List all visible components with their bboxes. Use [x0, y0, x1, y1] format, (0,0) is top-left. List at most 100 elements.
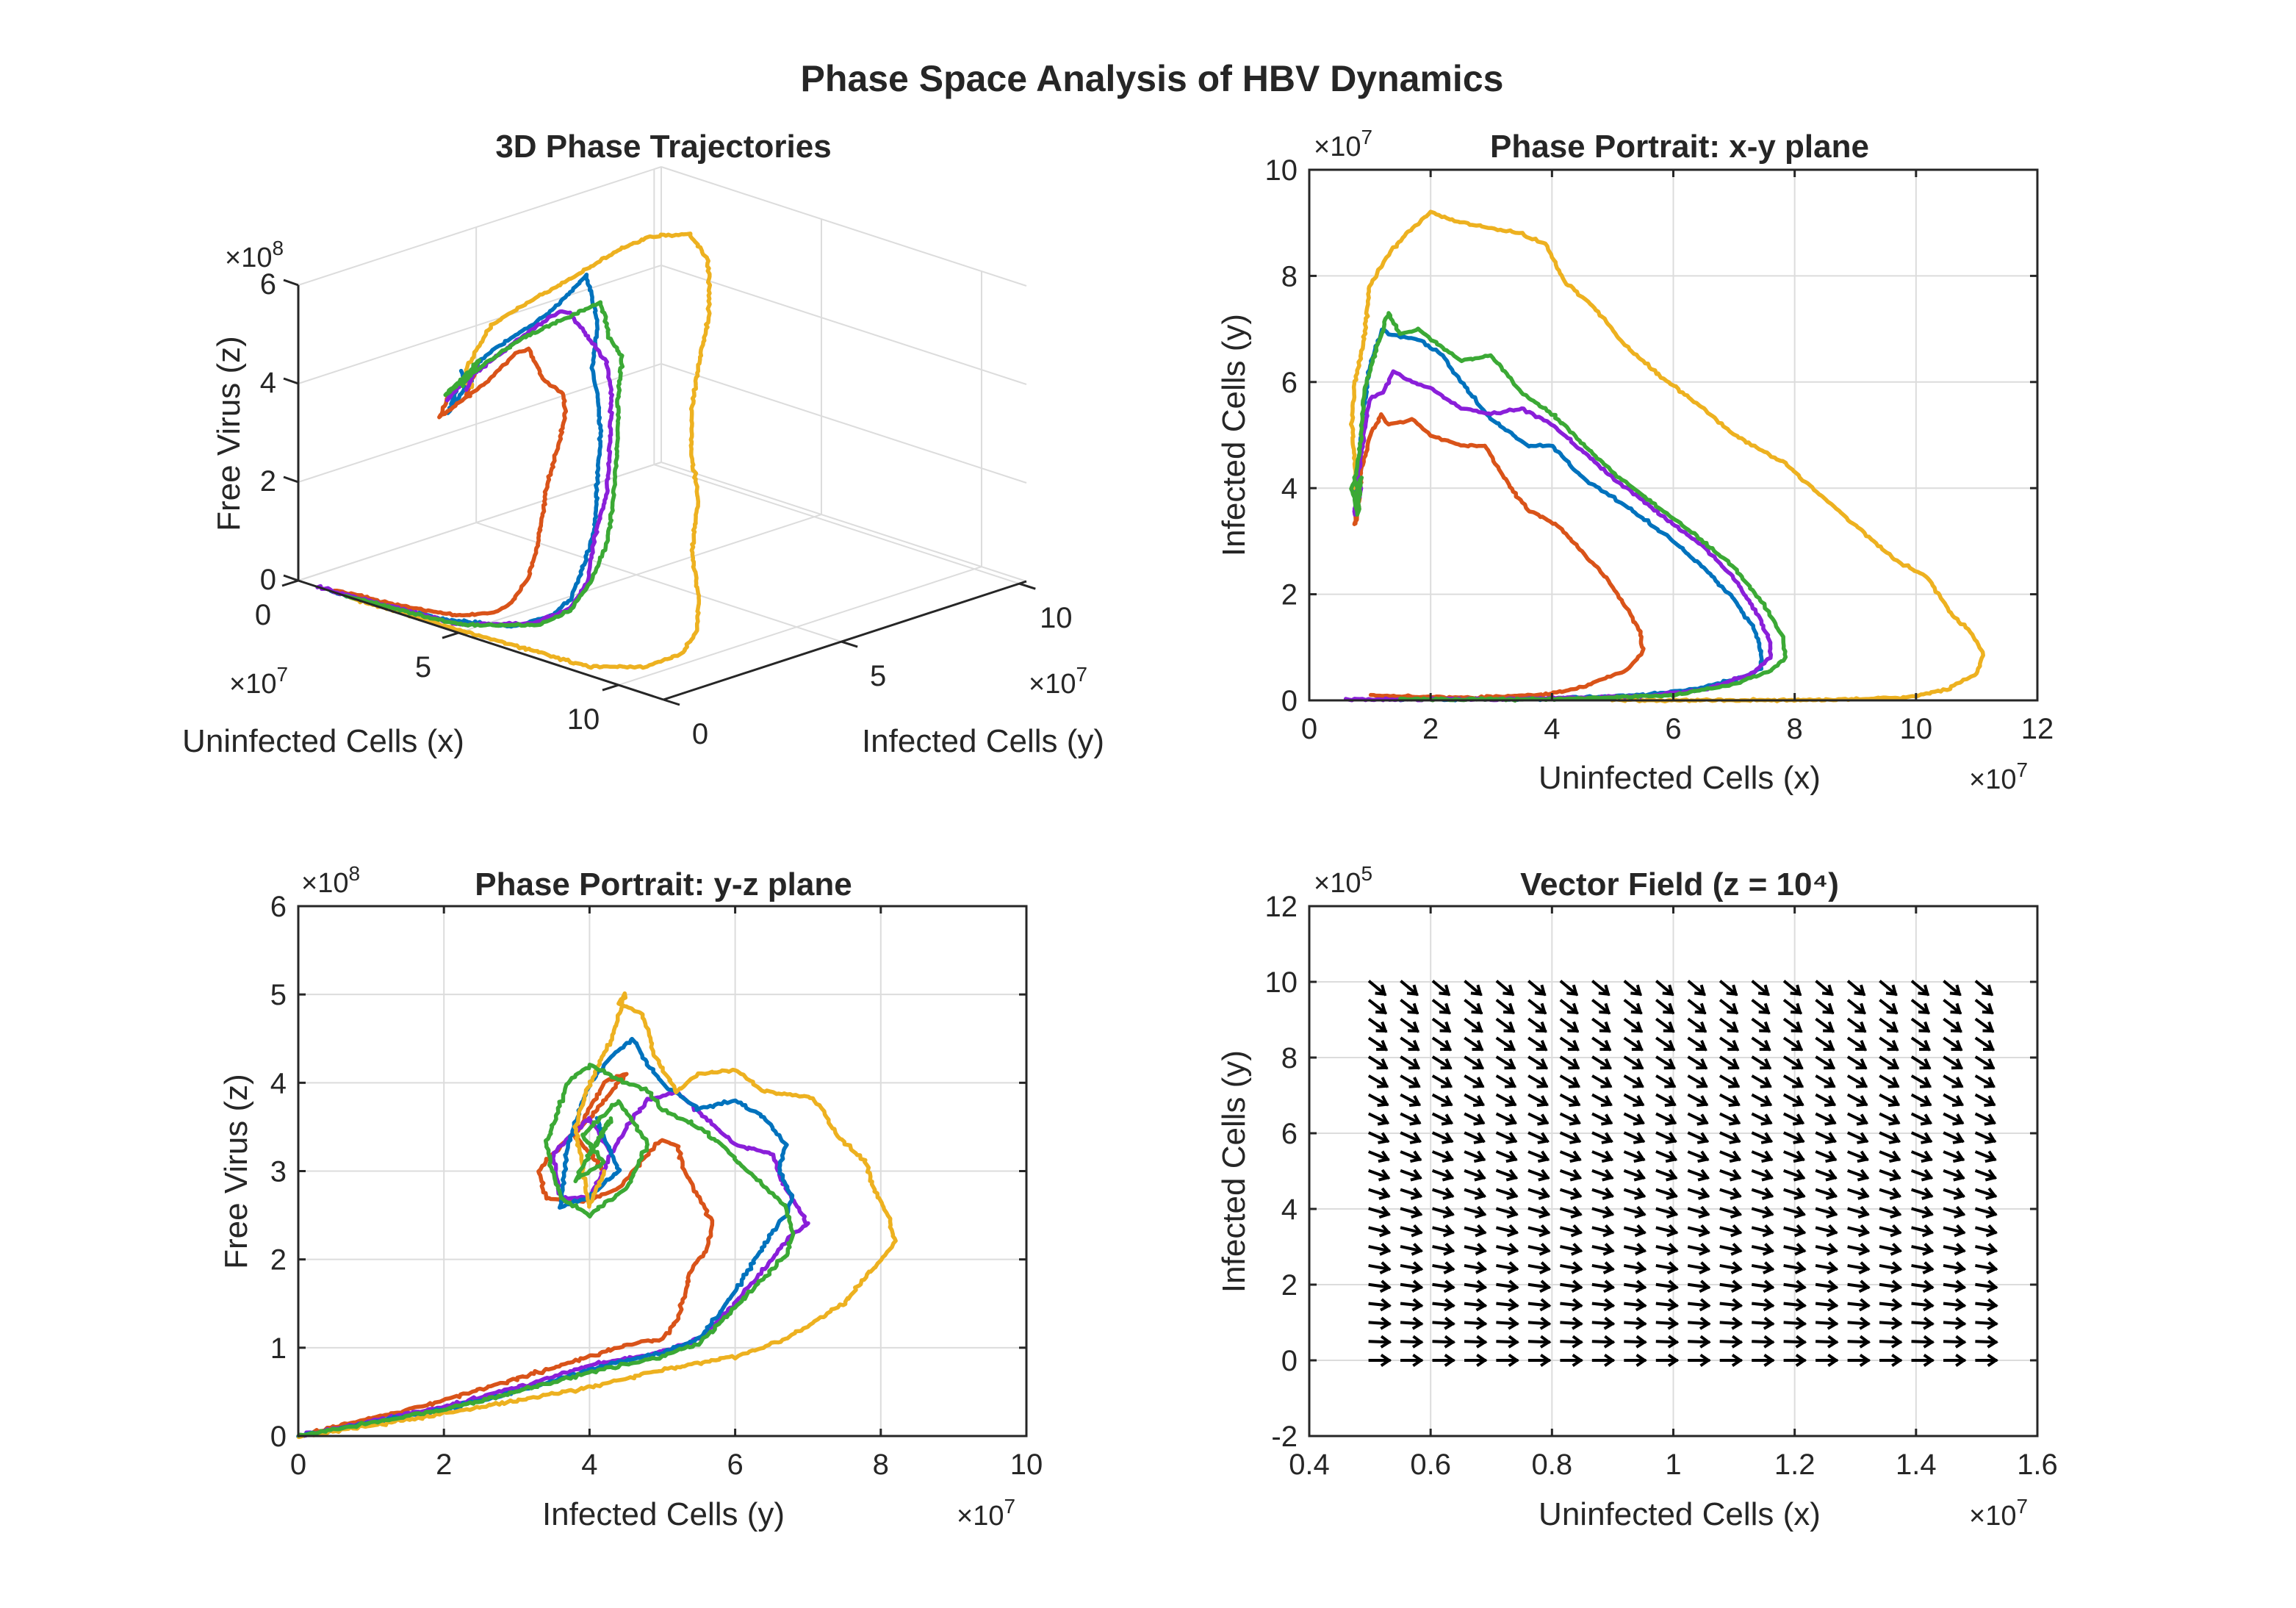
vector-arrow	[1400, 1316, 1424, 1330]
grid-back-z	[661, 363, 1027, 484]
vector-arrow	[1783, 1187, 1806, 1200]
series-line-run5	[296, 1062, 796, 1438]
axes-yz-title: Phase Portrait: y-z plane	[475, 866, 852, 902]
vector-arrow	[1815, 1205, 1838, 1219]
grid-floor-x	[458, 514, 822, 634]
axes-3d-x-exponent: ×107	[229, 663, 288, 700]
vector-arrow	[1943, 1335, 1967, 1349]
vector-arrow	[1719, 1036, 1740, 1052]
vector-arrow	[1815, 1169, 1838, 1182]
vector-arrow	[1719, 1169, 1742, 1182]
vector-arrow	[1910, 1017, 1931, 1033]
vector-arrow	[1655, 1112, 1677, 1126]
vector-arrow	[1782, 998, 1802, 1015]
vector-arrow	[1368, 1205, 1392, 1219]
vector-arrow	[1815, 1150, 1838, 1163]
x-tick-label: 0.8	[1532, 1449, 1573, 1481]
vector-arrow	[1655, 1261, 1679, 1274]
vector-arrow	[1974, 1205, 1998, 1219]
x-axis-line	[298, 579, 664, 701]
vector-arrow	[1815, 1187, 1838, 1200]
axes-xy-xlabel: Uninfected Cells (x)	[1539, 760, 1821, 796]
vector-arrow	[1527, 1298, 1552, 1312]
vector-arrow	[1783, 1243, 1807, 1256]
vector-arrow	[1496, 1335, 1519, 1349]
vector-arrow	[1815, 1261, 1839, 1274]
vector-arrow	[1751, 1055, 1772, 1070]
vector-arrow	[1559, 1131, 1582, 1144]
z-tick-label: 6	[260, 268, 276, 301]
vector-arrow	[1943, 1205, 1966, 1219]
vector-arrow	[1815, 1224, 1838, 1238]
vector-arrow	[1910, 980, 1930, 997]
vector-arrow	[1400, 980, 1419, 997]
vector-arrow	[1752, 1354, 1775, 1367]
vector-arrow	[1910, 1112, 1933, 1126]
vector-arrow	[1559, 1169, 1583, 1182]
vector-arrow	[1368, 1298, 1392, 1312]
vector-arrow	[1815, 1036, 1835, 1052]
axes-vector-field: Vector Field (z = 10⁴) 0.4 0.6 0.8 1 1.2 1.4 1…	[1216, 862, 2058, 1532]
y-tick-label: 0	[270, 1421, 287, 1453]
vector-arrow	[1751, 1169, 1774, 1182]
vector-arrow	[1846, 1017, 1867, 1033]
vector-arrow	[1496, 1354, 1519, 1367]
axes-vector-frame: 0.4 0.6 0.8 1 1.2 1.4 1.6 -2 0 2 4 6 8 10 12	[1265, 891, 2058, 1481]
vector-arrow	[1431, 980, 1451, 997]
x-tick-label: 0	[1301, 713, 1317, 745]
vector-arrow	[1751, 1224, 1774, 1238]
vector-arrow	[1367, 1112, 1390, 1126]
axes-vector-y-exponent: ×105	[1314, 862, 1372, 899]
vector-arrow	[1464, 1055, 1485, 1070]
vector-arrow	[1655, 1298, 1680, 1312]
vector-arrow	[1464, 1335, 1488, 1349]
vector-arrow	[1943, 1169, 1965, 1182]
vector-arrow	[1368, 1243, 1392, 1256]
vector-arrow	[1527, 1243, 1551, 1256]
x-tick-mark	[602, 683, 619, 692]
vector-arrow	[1368, 1335, 1392, 1349]
x-tick-label: 1	[1665, 1449, 1681, 1481]
vector-arrow	[1464, 1150, 1486, 1163]
vector-arrow	[1911, 1335, 1935, 1349]
vector-arrow	[1974, 1093, 1996, 1108]
vector-arrow	[1782, 980, 1802, 997]
y-tick-label: 2	[1281, 579, 1298, 611]
vector-arrow	[1846, 1150, 1869, 1163]
vector-arrow	[1943, 1279, 1967, 1293]
axes-3d-z-exponent: ×108	[225, 237, 284, 273]
vector-arrow	[1815, 1093, 1837, 1108]
vector-arrow	[1431, 1017, 1452, 1033]
vector-arrow	[1368, 1187, 1391, 1200]
vector-arrow	[1496, 1261, 1519, 1274]
axes-xy-ylabel: Infected Cells (y)	[1216, 314, 1252, 556]
vector-arrow	[1559, 1055, 1580, 1070]
vector-arrow	[1623, 1036, 1644, 1052]
vector-arrow	[1591, 1354, 1616, 1367]
vector-arrow	[1879, 1224, 1902, 1238]
y-tick-label: 0	[692, 718, 708, 750]
grid-floor-y	[654, 464, 1020, 585]
vector-arrow	[1367, 1055, 1389, 1070]
x-tick-label: 8	[873, 1449, 889, 1481]
vector-arrow	[1846, 1112, 1869, 1126]
y-tick-label: 10	[1265, 966, 1298, 999]
vector-arrow	[1911, 1224, 1935, 1238]
vector-arrow	[1464, 1316, 1488, 1330]
vector-arrow	[1527, 1224, 1551, 1238]
series-line-run3	[296, 991, 898, 1440]
vector-arrow	[1655, 1150, 1678, 1163]
vector-arrow	[1752, 1298, 1775, 1312]
vector-arrow	[1687, 1169, 1710, 1182]
vector-arrow	[1751, 998, 1771, 1015]
axes-yz-xlabel: Infected Cells (y)	[542, 1496, 785, 1532]
vector-arrow	[1591, 1243, 1615, 1256]
x-tick-label: 10	[1900, 713, 1933, 745]
vector-arrow	[1368, 1169, 1391, 1182]
vector-arrow	[1527, 1316, 1552, 1330]
vector-arrow	[1591, 980, 1611, 997]
vector-arrow	[1655, 998, 1675, 1015]
vector-arrow	[1687, 1017, 1707, 1033]
x-tick-label: 2	[436, 1449, 452, 1481]
